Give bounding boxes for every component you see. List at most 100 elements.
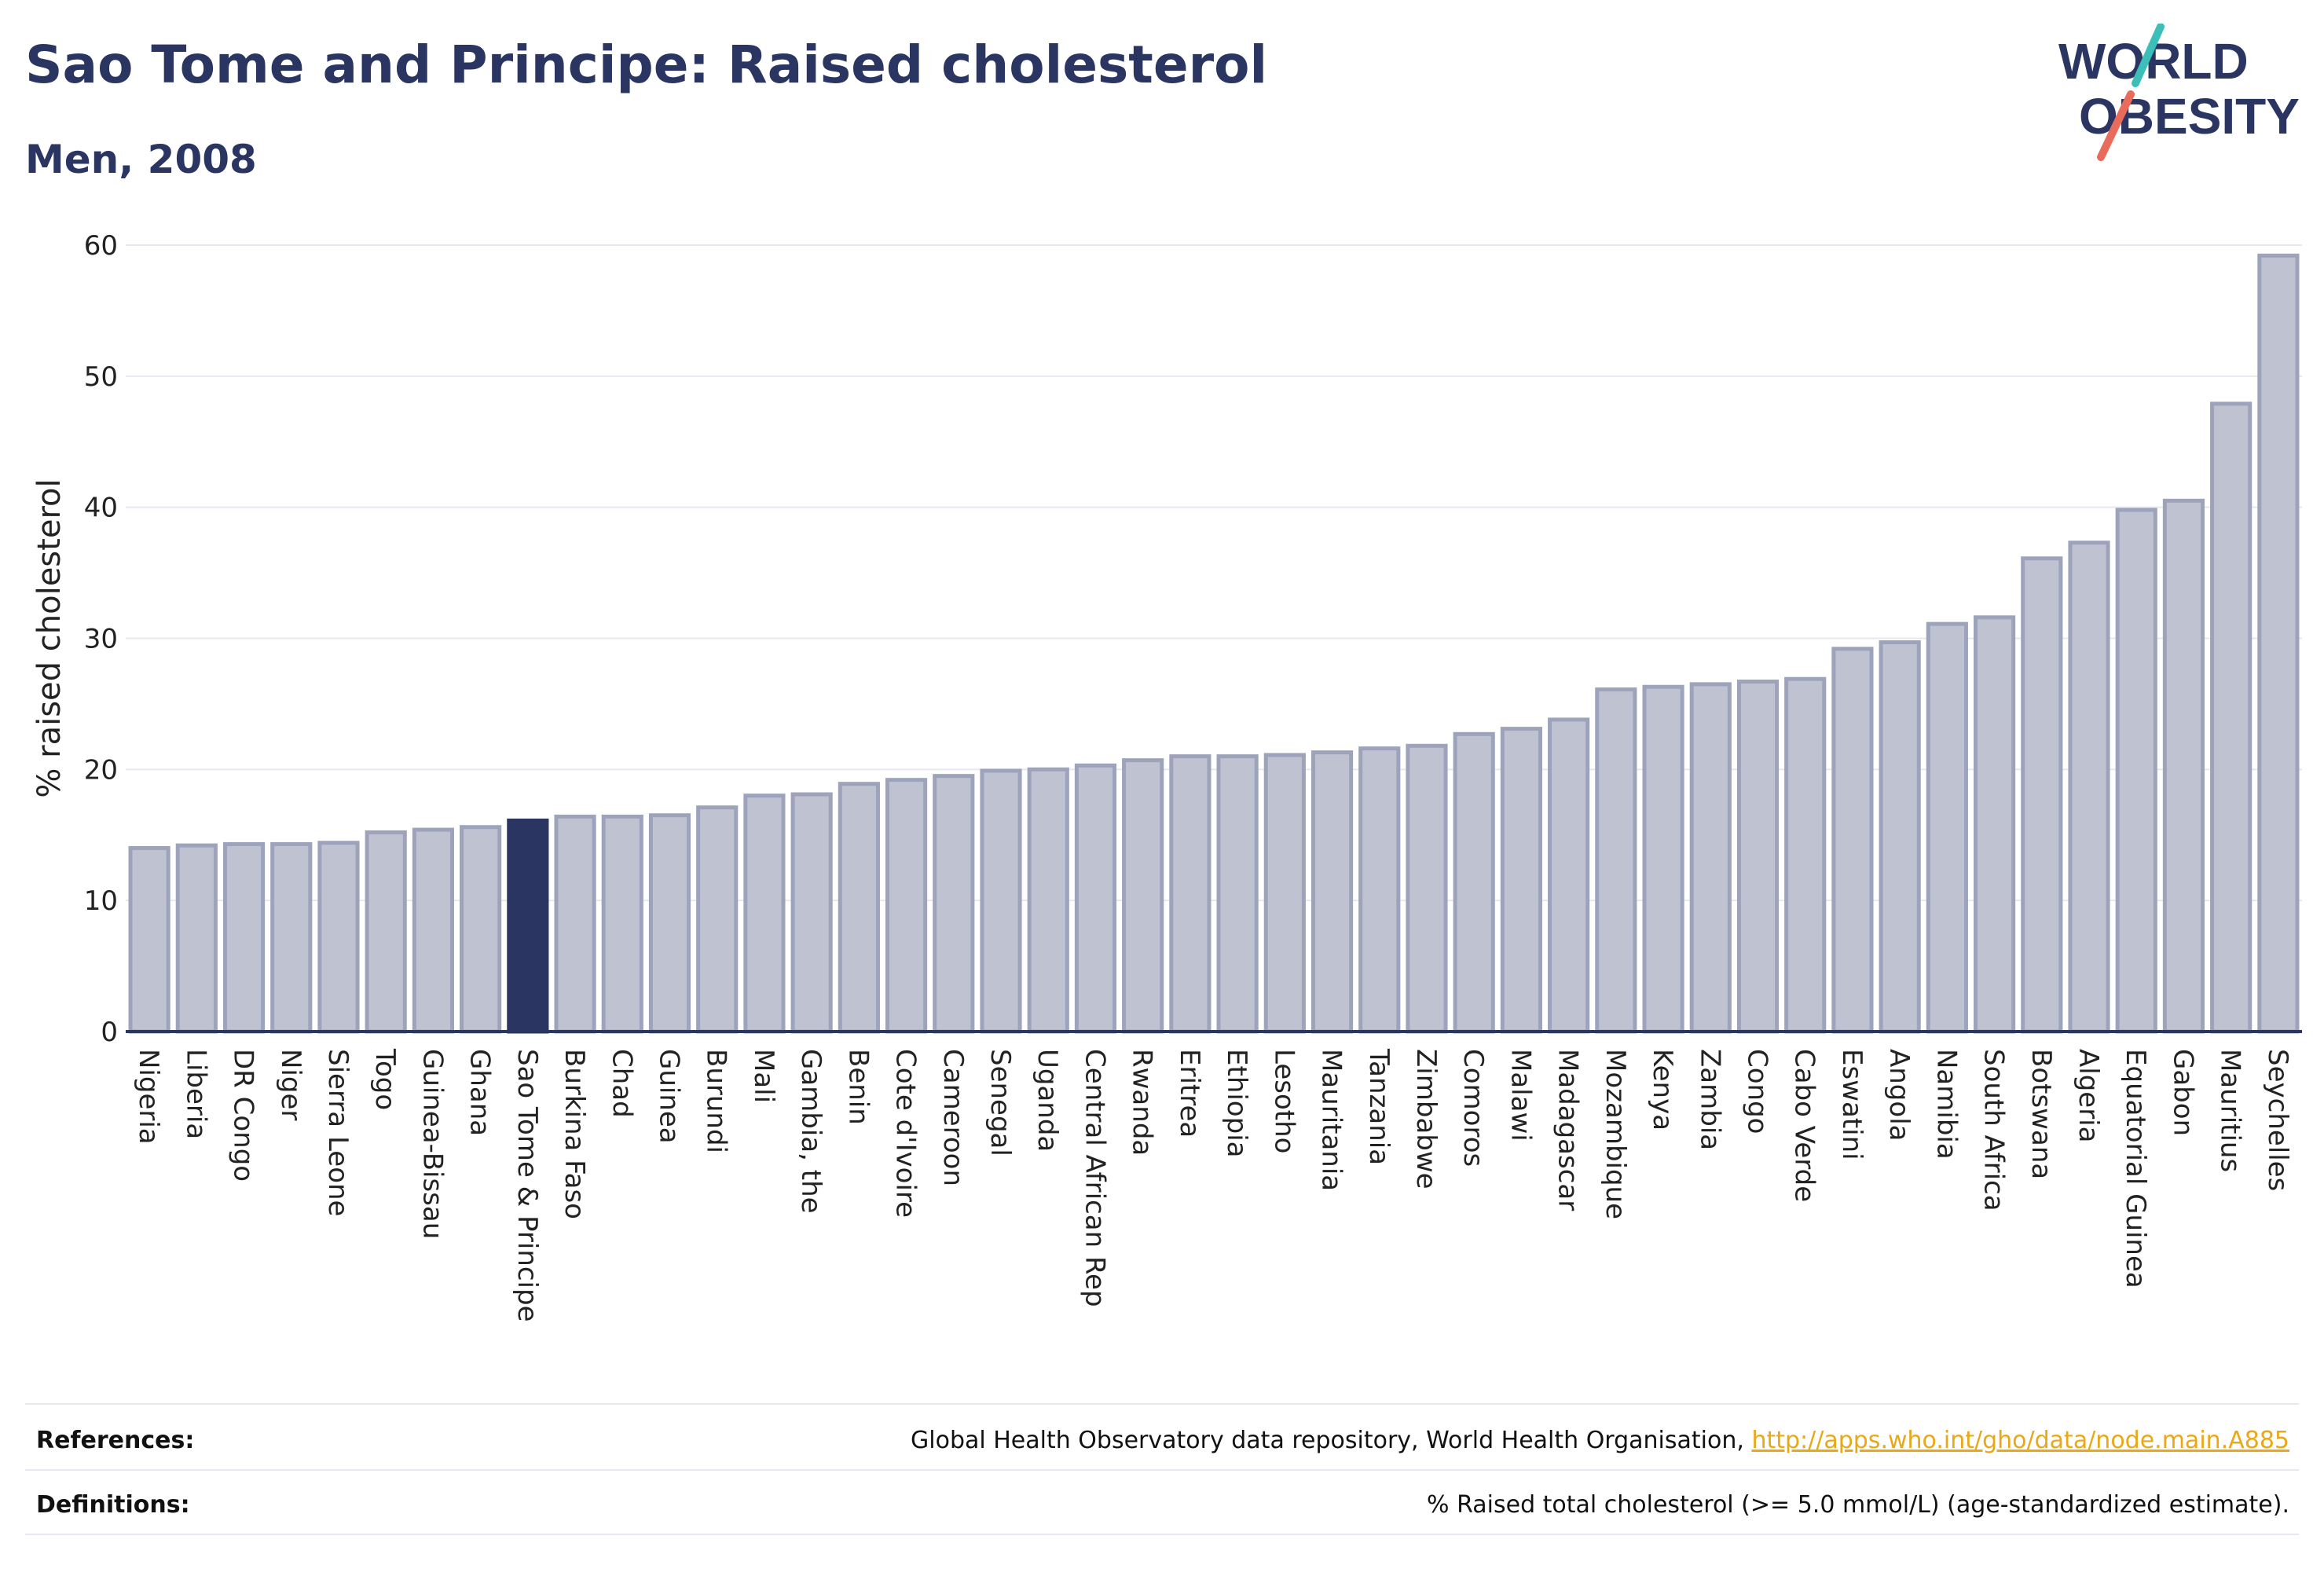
- x-tick-label: Mauritania: [1316, 1049, 1347, 1191]
- bar: [1358, 746, 1401, 1034]
- bar: [554, 814, 596, 1034]
- bar: [980, 768, 1022, 1034]
- footer-divider-top: [25, 1403, 2299, 1405]
- x-tick-label: Eritrea: [1174, 1049, 1205, 1138]
- bar: [696, 805, 739, 1034]
- x-tick-label: Nigeria: [133, 1049, 164, 1145]
- x-tick-label: Congo: [1742, 1049, 1773, 1134]
- x-tick-label: Algeria: [2073, 1049, 2104, 1142]
- bar: [1406, 743, 1448, 1034]
- x-tick-label: Madagascar: [1552, 1049, 1584, 1211]
- bar: [885, 778, 928, 1034]
- logo-slash-red: [2097, 90, 2135, 161]
- x-tick-label: Seychelles: [2262, 1049, 2293, 1191]
- x-tick-label: Uganda: [1032, 1049, 1063, 1152]
- x-tick-label: Malawi: [1505, 1049, 1536, 1142]
- bar: [1926, 621, 1968, 1034]
- x-tick-label: Comoros: [1457, 1049, 1489, 1167]
- y-tick-label: 0: [101, 1017, 118, 1048]
- page-title: Sao Tome and Principe: Raised cholestero…: [25, 35, 1268, 95]
- bar: [743, 793, 786, 1034]
- references-label: References:: [36, 1427, 195, 1454]
- bar: [175, 843, 218, 1034]
- y-tick-label: 60: [84, 230, 118, 262]
- x-tick-label: Cameroon: [937, 1049, 969, 1186]
- x-tick-label: Namibia: [1930, 1049, 1962, 1160]
- bar: [222, 841, 266, 1034]
- y-tick-label: 50: [84, 361, 118, 393]
- bar: [1453, 731, 1495, 1034]
- footer-divider-bottom: [25, 1534, 2299, 1535]
- x-tick-label: Mauritius: [2215, 1049, 2246, 1172]
- y-tick-label: 30: [84, 624, 118, 655]
- x-tick-label: Mozambique: [1600, 1049, 1631, 1219]
- y-tick-label: 20: [84, 754, 118, 786]
- x-tick-label: Ghana: [464, 1049, 496, 1136]
- bar: [317, 841, 360, 1034]
- bar: [1027, 767, 1069, 1034]
- x-tick-label: Equatorial Guinea: [2120, 1049, 2151, 1288]
- page-subtitle: Men, 2008: [25, 137, 257, 182]
- bar: [1831, 647, 1874, 1034]
- x-tick-label: Kenya: [1647, 1049, 1678, 1131]
- x-tick-label: Chad: [606, 1049, 637, 1118]
- x-tick-label: Rwanda: [1127, 1049, 1158, 1156]
- y-tick-label: 40: [84, 493, 118, 524]
- x-tick-label: Central African Rep: [1079, 1049, 1110, 1307]
- bar: [1784, 676, 1827, 1034]
- bar: [1122, 758, 1164, 1034]
- x-tick-label: Lesotho: [1268, 1049, 1299, 1153]
- x-tick-label: Mali: [748, 1049, 779, 1103]
- x-tick-label: Niger: [275, 1049, 306, 1120]
- references-source: Global Health Observatory data repositor…: [911, 1427, 1752, 1454]
- bar: [1263, 753, 1306, 1034]
- world-obesity-logo: WORLD OBESITY: [2058, 24, 2300, 161]
- bar: [1548, 717, 1590, 1034]
- x-tick-label: Ethiopia: [1221, 1049, 1252, 1157]
- bar: [1736, 680, 1780, 1034]
- bar: [128, 845, 170, 1034]
- bar: [2068, 541, 2110, 1034]
- bar: [1974, 615, 2016, 1034]
- x-tick-label: Guinea-Bissau: [416, 1049, 448, 1239]
- x-tick-label: Sierra Leone: [322, 1049, 354, 1216]
- bar: [2257, 253, 2300, 1034]
- bar: [648, 813, 691, 1034]
- bar: [2021, 556, 2063, 1034]
- references-link[interactable]: http://apps.who.int/gho/data/node.main.A…: [1751, 1427, 2289, 1454]
- bar-highlight: [507, 818, 549, 1034]
- x-tick-label: Senegal: [984, 1049, 1016, 1156]
- x-tick-label: Cabo Verde: [1789, 1049, 1820, 1202]
- x-tick-label: Burundi: [701, 1049, 732, 1153]
- bar: [1216, 754, 1259, 1034]
- x-tick-label: Botswana: [2025, 1049, 2057, 1179]
- x-tick-label: Gambia, the: [795, 1049, 827, 1214]
- x-tick-label: South Africa: [1978, 1049, 2010, 1211]
- x-tick-label: Liberia: [180, 1049, 211, 1139]
- bar: [2115, 508, 2157, 1034]
- x-tick-label: Benin: [842, 1049, 874, 1125]
- bar: [1642, 684, 1684, 1034]
- bar: [2210, 401, 2253, 1034]
- y-axis-label: % raised cholesterol: [31, 478, 68, 797]
- definitions-label: Definitions:: [36, 1491, 190, 1519]
- x-tick-label: Burkina Faso: [559, 1049, 590, 1219]
- x-tick-label: Zimbabwe: [1410, 1049, 1442, 1189]
- bar: [1169, 754, 1211, 1034]
- bar: [790, 792, 833, 1034]
- x-tick-label: Tanzania: [1363, 1048, 1395, 1165]
- x-tick-label: DR Congo: [228, 1049, 259, 1182]
- logo-slash-teal: [2132, 24, 2165, 87]
- x-tick-label: Zambia: [1694, 1049, 1725, 1150]
- bar: [1500, 727, 1542, 1034]
- bar: [1074, 763, 1117, 1034]
- bar: [601, 814, 643, 1034]
- bar: [365, 830, 407, 1034]
- x-tick-label: Cote d'Ivoire: [890, 1049, 922, 1218]
- x-tick-label: Gabon: [2167, 1049, 2198, 1136]
- y-tick-label: 10: [84, 885, 118, 917]
- bar-chart: 0 10 20 30 40 50 60 % raised cholesterol Nigeria…: [31, 230, 2302, 1322]
- bar: [460, 825, 502, 1034]
- bar: [1689, 682, 1732, 1034]
- x-tick-label: Togo: [369, 1048, 401, 1110]
